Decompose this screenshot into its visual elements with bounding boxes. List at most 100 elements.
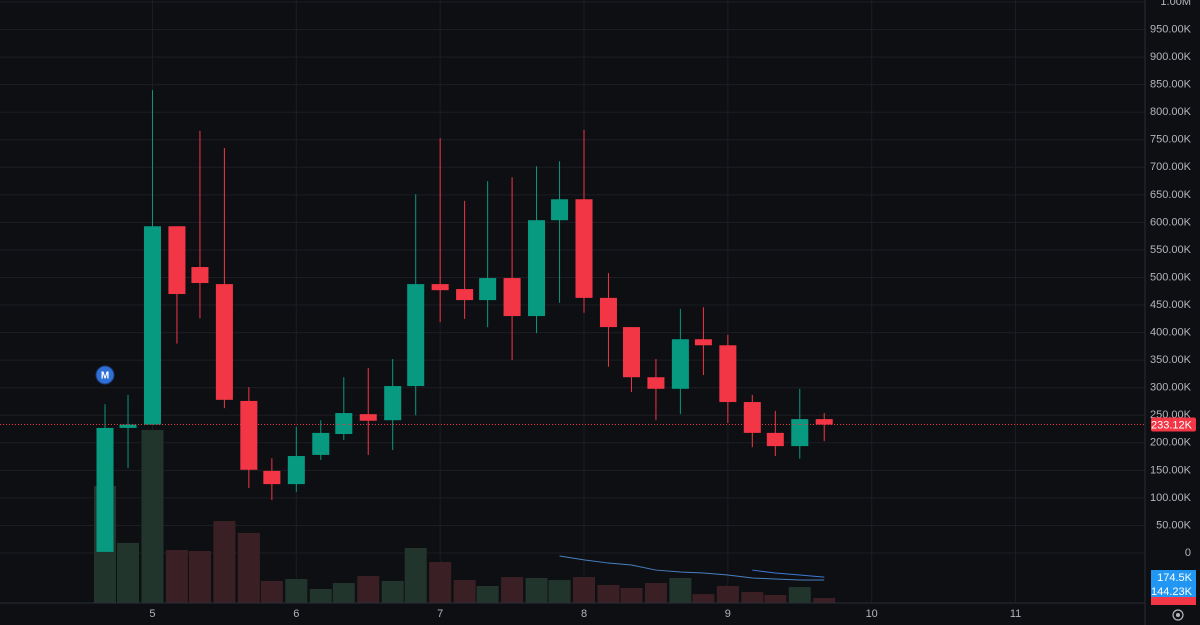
candle-body xyxy=(96,427,114,552)
candle-body xyxy=(456,289,474,301)
candle-body xyxy=(647,377,665,389)
y-tick-label: 100.00K xyxy=(1150,492,1192,504)
y-tick-label: 650.00K xyxy=(1150,189,1192,201)
y-tick-label: 950.00K xyxy=(1150,23,1192,35)
y-tick-label: 0 xyxy=(1185,547,1191,559)
volume-bar xyxy=(741,591,764,603)
candle-body xyxy=(503,278,521,317)
candle-body xyxy=(528,220,546,317)
candle-body xyxy=(359,414,377,421)
volume-bar xyxy=(788,587,811,603)
candle-body xyxy=(671,339,689,389)
x-tick-label: 5 xyxy=(149,608,155,620)
volume-badge xyxy=(1151,584,1196,598)
volume-bar xyxy=(548,580,571,603)
volume-bar xyxy=(285,579,308,603)
volume-ma-line xyxy=(752,569,825,578)
candle-body xyxy=(143,226,161,425)
current-price-badge xyxy=(1151,417,1196,432)
candle-body xyxy=(743,402,761,433)
volume-bar xyxy=(213,521,236,603)
settings-icon[interactable] xyxy=(1172,609,1184,621)
y-tick-label: 700.00K xyxy=(1150,161,1192,173)
candle-body xyxy=(766,432,784,447)
candle-body xyxy=(694,339,712,346)
volume-badge-label: 144.23K xyxy=(1151,586,1193,598)
volume-bar xyxy=(692,594,715,603)
volume-badge-cut xyxy=(1151,597,1196,605)
volume-badge-label: 174.5K xyxy=(1157,572,1193,584)
candle-body xyxy=(335,413,353,434)
volume-bar xyxy=(501,577,524,603)
volume-bar xyxy=(237,532,260,603)
volume-bar xyxy=(332,583,355,603)
y-tick-label: 300.00K xyxy=(1150,382,1192,394)
candle-body xyxy=(215,284,233,400)
volume-bar xyxy=(525,577,548,603)
event-marker-label: M xyxy=(101,371,109,382)
volume-bar xyxy=(141,429,164,603)
candle-body xyxy=(815,419,833,425)
y-tick-label: 800.00K xyxy=(1150,106,1192,118)
candle-body xyxy=(407,284,425,387)
event-marker[interactable] xyxy=(95,365,115,385)
volume-bar xyxy=(381,580,404,603)
volume-bar xyxy=(597,584,620,603)
volume-bar xyxy=(453,580,476,603)
x-tick-label: 11 xyxy=(1010,608,1021,620)
volume-bar xyxy=(357,576,380,603)
settings-icon-dot xyxy=(1176,613,1180,617)
candle-body xyxy=(168,226,186,295)
volume-bar xyxy=(117,542,140,603)
candle-body xyxy=(791,419,809,447)
y-tick-label: 1.00M xyxy=(1160,0,1191,8)
candle-body xyxy=(263,470,281,485)
volume-bar xyxy=(165,549,188,603)
volume-bar xyxy=(716,586,739,603)
volume-pane xyxy=(93,429,836,603)
volume-bar xyxy=(669,577,692,603)
y-tick-label: 750.00K xyxy=(1150,134,1192,146)
volume-bar xyxy=(188,550,211,603)
y-tick-label: 850.00K xyxy=(1150,79,1192,91)
x-tick-label: 7 xyxy=(437,608,443,620)
candle-body xyxy=(479,278,497,301)
candle-body xyxy=(384,386,402,421)
y-tick-label: 350.00K xyxy=(1150,354,1192,366)
volume-bar xyxy=(764,594,787,603)
volume-bar xyxy=(404,548,427,603)
current-price-label: 233.12K xyxy=(1151,419,1193,431)
volume-bar xyxy=(620,587,643,603)
candle-body xyxy=(575,199,593,298)
candle-body xyxy=(599,297,617,328)
volume-bar xyxy=(573,577,596,603)
y-tick-label: 50.00K xyxy=(1156,519,1192,531)
candles xyxy=(96,90,833,552)
x-tick-label: 9 xyxy=(725,608,731,620)
candle-body xyxy=(287,456,305,485)
y-tick-label: 500.00K xyxy=(1150,271,1192,283)
volume-badge xyxy=(1151,570,1196,584)
candle-body xyxy=(551,199,569,221)
candle-body xyxy=(719,345,737,403)
volume-bar xyxy=(644,583,667,603)
candle-body xyxy=(431,284,449,291)
x-tick-label: 10 xyxy=(866,608,878,620)
candle-body xyxy=(622,327,640,378)
x-tick-label: 6 xyxy=(293,608,299,620)
volume-bar xyxy=(260,580,283,603)
y-tick-label: 550.00K xyxy=(1150,244,1192,256)
candle-body xyxy=(240,400,258,470)
y-tick-label: 450.00K xyxy=(1150,299,1192,311)
volume-ma-line xyxy=(559,555,825,581)
candle-body xyxy=(191,267,209,284)
y-tick-label: 900.00K xyxy=(1150,51,1192,63)
candle-body xyxy=(312,432,330,455)
y-tick-label: 600.00K xyxy=(1150,216,1192,228)
candle-body xyxy=(119,424,137,428)
y-tick-label: 150.00K xyxy=(1150,464,1192,476)
x-tick-label: 8 xyxy=(581,608,587,620)
volume-bar xyxy=(429,562,452,603)
